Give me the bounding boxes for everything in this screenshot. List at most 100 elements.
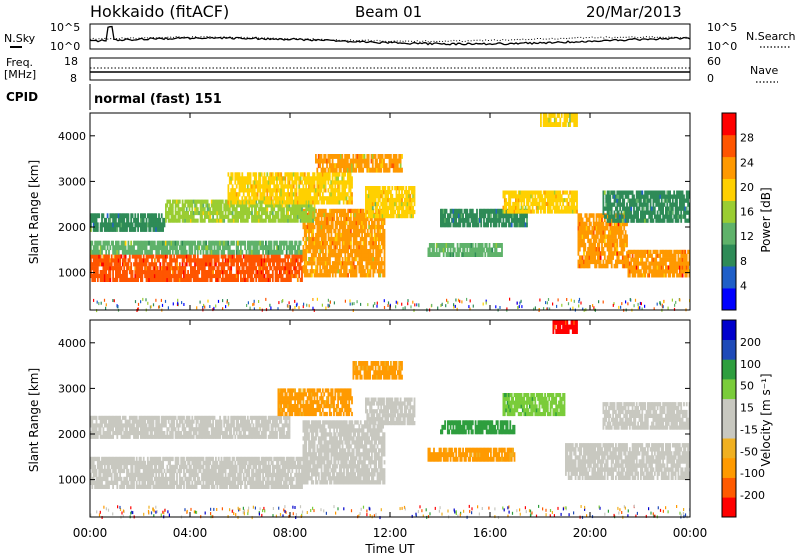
data-cell <box>220 270 223 275</box>
data-cell <box>192 258 195 263</box>
data-cell <box>471 243 474 248</box>
data-cell <box>463 247 466 253</box>
data-cell <box>583 221 585 227</box>
data-cell <box>312 188 314 193</box>
data-cell <box>329 224 331 230</box>
data-cell <box>355 224 358 230</box>
data-cell <box>460 208 463 214</box>
data-cell <box>330 269 333 274</box>
data-cell <box>196 211 199 216</box>
data-cell <box>209 266 212 271</box>
data-cell <box>294 254 296 259</box>
data-cell <box>362 257 365 262</box>
data-cell <box>316 188 319 193</box>
data-cell <box>369 193 371 199</box>
data-cell <box>244 218 246 223</box>
data-cell <box>341 188 344 193</box>
data-cell <box>273 218 276 223</box>
data-cell <box>323 200 326 205</box>
data-cell <box>260 240 263 246</box>
data-cell <box>369 167 371 173</box>
data-cell <box>127 266 130 271</box>
data-cell <box>434 252 437 257</box>
data-cell <box>612 238 614 244</box>
data-cell <box>385 201 388 207</box>
data-cell <box>330 196 333 201</box>
data-cell <box>613 238 616 244</box>
data-cell <box>306 192 309 197</box>
data-cell <box>133 262 135 267</box>
data-cell <box>630 265 633 270</box>
data-cell <box>263 176 266 181</box>
data-cell <box>331 184 334 189</box>
data-cell <box>391 158 394 164</box>
data-cell <box>227 207 230 212</box>
data-cell <box>262 270 264 275</box>
data-cell <box>471 252 474 257</box>
data-cell <box>602 213 605 218</box>
data-cell <box>476 213 478 219</box>
data-cell <box>440 243 442 248</box>
data-cell <box>341 228 344 234</box>
data-cell <box>552 201 555 206</box>
data-cell <box>230 277 233 282</box>
data-cell <box>365 241 368 246</box>
data-cell <box>120 254 123 259</box>
data-cell <box>526 190 528 195</box>
data-cell <box>253 258 256 263</box>
data-cell <box>171 270 174 275</box>
data-cell <box>347 212 349 218</box>
data-cell <box>142 222 145 228</box>
data-cell <box>345 200 348 205</box>
data-cell <box>123 240 126 246</box>
data-cell <box>355 232 358 238</box>
data-cell <box>113 254 116 259</box>
data-cell <box>235 203 238 208</box>
data-cell <box>320 208 323 214</box>
data-cell <box>233 258 235 263</box>
data-cell <box>159 277 162 282</box>
data-cell <box>606 247 609 252</box>
data-cell <box>91 262 94 267</box>
data-cell <box>196 218 199 223</box>
data-cell <box>123 249 126 255</box>
data-cell <box>177 277 180 282</box>
data-cell <box>362 224 365 230</box>
data-cell <box>491 217 494 223</box>
data-cell <box>208 273 210 279</box>
data-cell <box>531 190 534 195</box>
data-cell <box>259 214 262 219</box>
data-cell <box>245 270 248 275</box>
data-cell <box>351 249 354 254</box>
data-cell <box>517 201 520 206</box>
data-cell <box>301 277 303 282</box>
data-cell <box>313 184 316 189</box>
nave-label: Nave <box>750 64 778 77</box>
data-cell <box>371 253 373 258</box>
data-cell <box>592 259 595 265</box>
data-cell <box>410 186 413 191</box>
data-cell <box>270 176 273 181</box>
data-cell <box>503 205 506 210</box>
data-cell <box>463 252 466 257</box>
data-cell <box>387 205 389 211</box>
data-cell <box>345 241 348 246</box>
data-cell <box>277 262 280 267</box>
data-cell <box>585 217 588 222</box>
data-cell <box>216 211 219 216</box>
data-cell <box>133 227 135 232</box>
data-cell <box>145 249 148 255</box>
data-cell <box>338 236 341 242</box>
data-cell <box>327 167 330 173</box>
data-cell <box>242 203 245 208</box>
data-cell <box>608 255 610 260</box>
data-cell <box>595 217 598 222</box>
data-cell <box>644 273 646 278</box>
data-cell <box>490 222 492 228</box>
data-cell <box>320 236 323 242</box>
data-cell <box>128 227 131 232</box>
data-cell <box>291 176 294 181</box>
data-cell <box>315 241 317 246</box>
data-cell <box>351 273 354 278</box>
data-cell <box>596 221 599 227</box>
